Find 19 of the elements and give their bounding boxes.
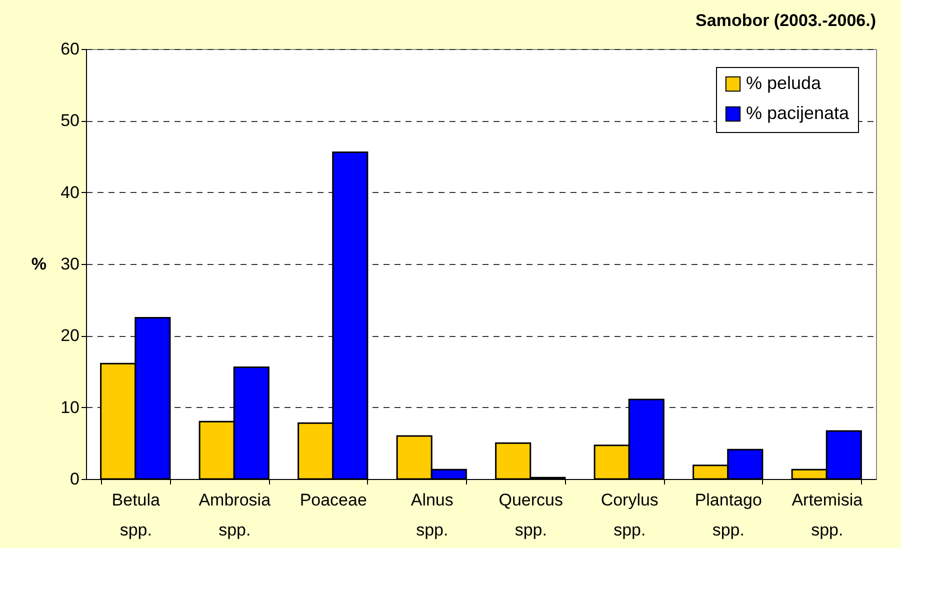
legend-label: % peluda (746, 73, 822, 93)
x-tick-label: Alnus spp. (410, 490, 454, 540)
y-axis-title: % (31, 254, 46, 274)
x-tick-label: Poaceae (300, 490, 367, 510)
x-tick-label: Artemisia spp. (792, 490, 864, 540)
x-tick-label: Quercus spp. (498, 490, 563, 540)
x-tick-label: Corylus spp. (600, 490, 658, 540)
chart-title: Samobor (2003.-2006.) (696, 11, 876, 30)
y-tick-label: 10 (60, 398, 80, 417)
y-tick-label: 30 (60, 254, 80, 274)
legend-label: % pacijenata (746, 103, 850, 123)
y-tick-label: 0 (70, 470, 80, 488)
y-tick-label: 50 (60, 111, 80, 130)
x-tick-label: Betula spp. (112, 490, 161, 540)
x-tick-label: Plantago spp. (694, 490, 762, 540)
y-tick-label: 40 (60, 182, 80, 202)
y-tick-label: 60 (60, 40, 80, 58)
x-tick-label: Ambrosia spp. (198, 490, 272, 540)
y-tick-label: 20 (60, 326, 80, 346)
